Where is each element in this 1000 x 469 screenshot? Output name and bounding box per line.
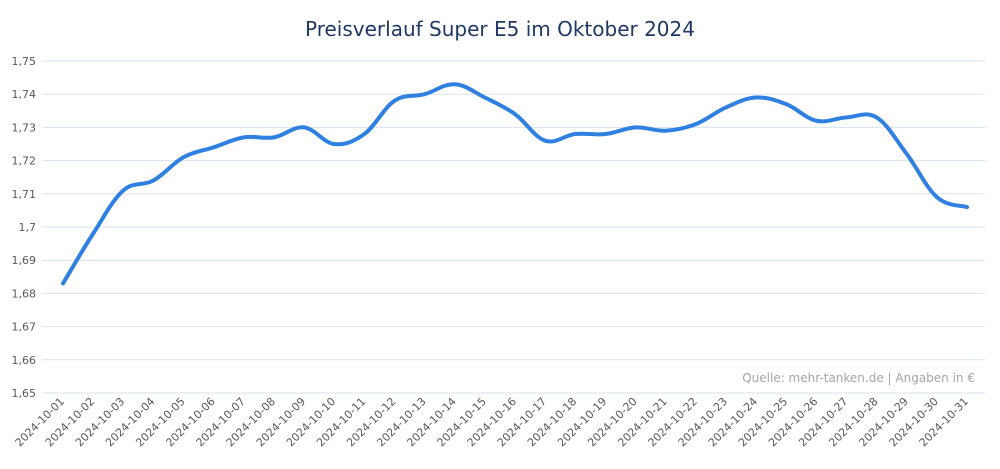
y-tick-label: 1,73: [12, 121, 37, 134]
gridlines: [42, 60, 985, 394]
data-point: [844, 115, 848, 119]
data-point: [814, 119, 818, 123]
data-point: [905, 152, 909, 156]
data-point: [302, 125, 306, 129]
data-point: [573, 132, 577, 136]
y-tick-label: 1,68: [12, 287, 37, 300]
data-point: [965, 205, 969, 209]
data-point: [543, 139, 547, 143]
x-axis-ticks: 2024-10-012024-10-022024-10-032024-10-04…: [13, 395, 971, 449]
chart-title: Preisverlauf Super E5 im Oktober 2024: [305, 17, 695, 41]
data-point: [332, 142, 336, 146]
data-point: [242, 135, 246, 139]
data-point: [724, 105, 728, 109]
data-point: [694, 122, 698, 126]
data-point: [634, 125, 638, 129]
y-tick-label: 1,74: [12, 88, 37, 101]
data-point: [453, 82, 457, 86]
data-points: [61, 82, 969, 285]
data-point: [151, 179, 155, 183]
data-point: [272, 135, 276, 139]
data-point: [754, 96, 758, 100]
data-point: [664, 129, 668, 133]
y-tick-label: 1,7: [19, 221, 37, 234]
data-point: [61, 281, 65, 285]
data-point: [784, 102, 788, 106]
data-point: [121, 188, 125, 192]
data-point: [212, 145, 216, 149]
data-point: [423, 92, 427, 96]
data-point: [362, 132, 366, 136]
data-point: [182, 155, 186, 159]
y-axis-ticks: 1,65 1,66 1,67 1,68 1,69 1,7 1,71 1,72 1,73 1,74 1…: [12, 55, 37, 400]
y-tick-label: 1,69: [12, 254, 37, 267]
data-point: [91, 232, 95, 236]
source-note: Quelle: mehr-tanken.de | Angaben in €: [742, 371, 975, 385]
y-tick-label: 1,65: [12, 387, 37, 400]
data-point: [483, 96, 487, 100]
y-tick-label: 1,66: [12, 354, 37, 367]
y-tick-label: 1,75: [12, 55, 37, 68]
y-tick-label: 1,72: [12, 155, 37, 168]
data-point: [603, 132, 607, 136]
y-tick-label: 1,71: [12, 188, 37, 201]
data-point: [875, 115, 879, 119]
y-tick-label: 1,67: [12, 321, 37, 334]
data-point: [392, 99, 396, 103]
data-point: [935, 195, 939, 199]
data-point: [513, 112, 517, 116]
